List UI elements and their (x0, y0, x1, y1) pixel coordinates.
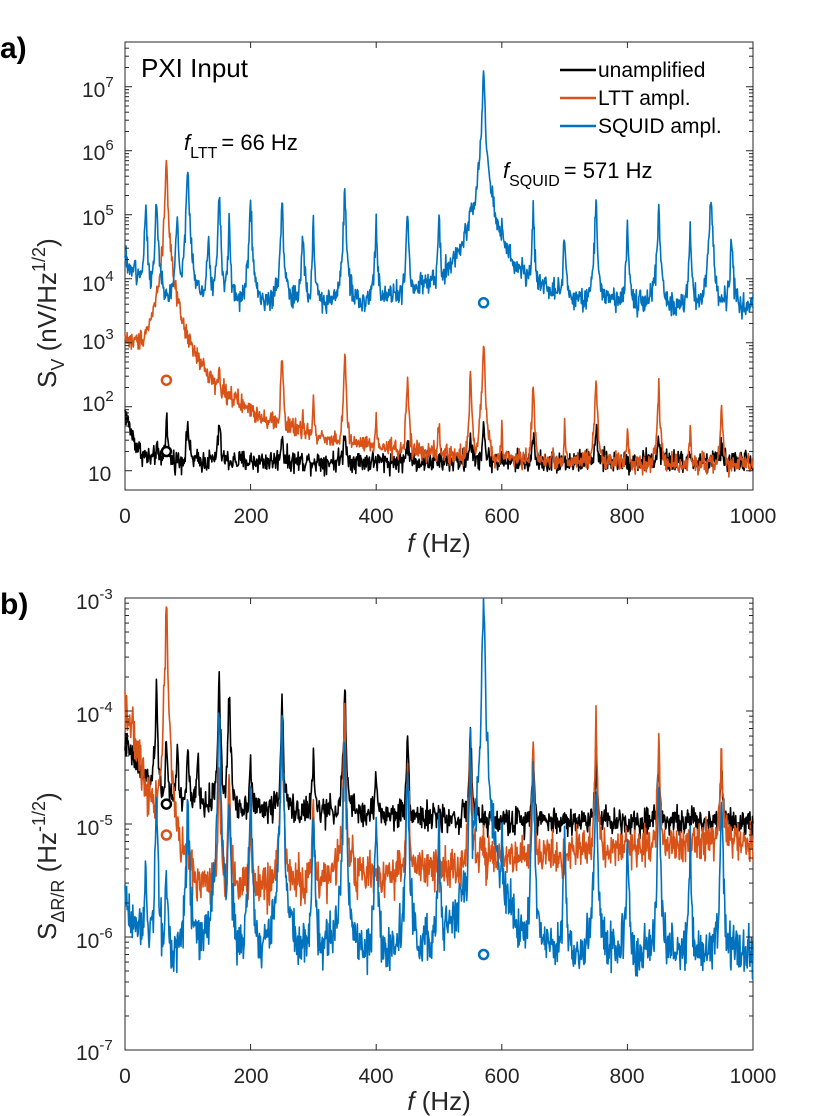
a-marker-1 (160, 374, 173, 386)
panel-b-markers (160, 798, 490, 961)
panel-a-markers (160, 297, 490, 458)
a-series-ltt-ampl (124, 159, 754, 478)
b-x-axis-title: f (Hz) (407, 1086, 471, 1116)
a-ytick-label-6: 106 (82, 137, 114, 165)
b-ytick-label-1e-3: 10-3 (76, 586, 113, 614)
panel-a-plot-area (124, 41, 754, 491)
b-xtick-label-1000: 1000 (730, 1065, 777, 1088)
b-series-squid-ampl (124, 597, 754, 980)
a-ytick-label-2: 102 (82, 388, 114, 416)
b-xtick-label-400: 400 (358, 1065, 393, 1088)
a-xtick-label-800: 800 (609, 505, 644, 528)
b-xtick-label-800: 800 (609, 1065, 644, 1088)
panel-b-ticks (124, 597, 754, 1051)
a-series-squid-ampl (124, 70, 754, 320)
b-y-axis-title: SΔR/R (Hz-1/2) (29, 792, 68, 940)
b-marker-2 (477, 948, 490, 961)
legend-label-squid: SQUID ampl. (598, 115, 722, 138)
a-xtick-label-0: 0 (119, 505, 131, 528)
panel-a-traces (124, 70, 754, 478)
a-annotation-fltt: fLTT = 66 Hz (184, 130, 298, 162)
panel-a: a) 10 102 103 104 105 106 107 0 200 400 … (0, 32, 776, 558)
b-xtick-label-200: 200 (233, 1065, 268, 1088)
b-marker-1 (160, 829, 173, 841)
a-plot-title: PXI Input (141, 53, 249, 83)
a-ytick-label-7: 107 (82, 74, 114, 102)
a-y-axis-title: SV (nV/Hz1/2) (29, 238, 68, 388)
legend-label-ltt: LTT ampl. (598, 87, 691, 110)
b-marker-0 (160, 798, 173, 810)
b-xtick-label-0: 0 (119, 1065, 131, 1088)
panel-b: b) 10-3 10-4 10-5 10-6 10-7 0 200 400 60… (0, 586, 776, 1116)
b-ytick-label-1e-4: 10-4 (76, 699, 113, 727)
a-series-unamplified (124, 409, 754, 477)
a-xtick-label-1000: 1000 (730, 505, 777, 528)
b-ytick-label-1e-5: 10-5 (76, 812, 113, 840)
a-ytick-label-4: 104 (82, 268, 114, 296)
b-ytick-label-1e-7: 10-7 (76, 1037, 113, 1065)
a-ytick-label-5: 105 (82, 202, 114, 230)
legend-label-unamplified: unamplified (598, 59, 705, 82)
a-xtick-label-400: 400 (358, 505, 393, 528)
a-annotation-fsquid: fSQUID = 571 Hz (503, 158, 652, 190)
a-xtick-label-200: 200 (233, 505, 268, 528)
legend: unamplified LTT ampl. SQUID ampl. (560, 59, 722, 138)
panel-a-label: a) (0, 32, 27, 65)
panel-b-traces (124, 597, 754, 980)
a-marker-0 (160, 445, 173, 458)
a-ytick-label-1: 10 (88, 463, 111, 486)
a-marker-2 (477, 297, 490, 309)
b-ytick-label-1e-6: 10-6 (76, 925, 113, 953)
a-xtick-label-600: 600 (484, 505, 519, 528)
a-x-axis-title: f (Hz) (407, 528, 471, 558)
panel-b-label: b) (0, 588, 28, 621)
panel-a-ticks (124, 41, 754, 490)
b-xtick-label-600: 600 (484, 1065, 519, 1088)
a-ytick-label-3: 103 (82, 326, 114, 354)
